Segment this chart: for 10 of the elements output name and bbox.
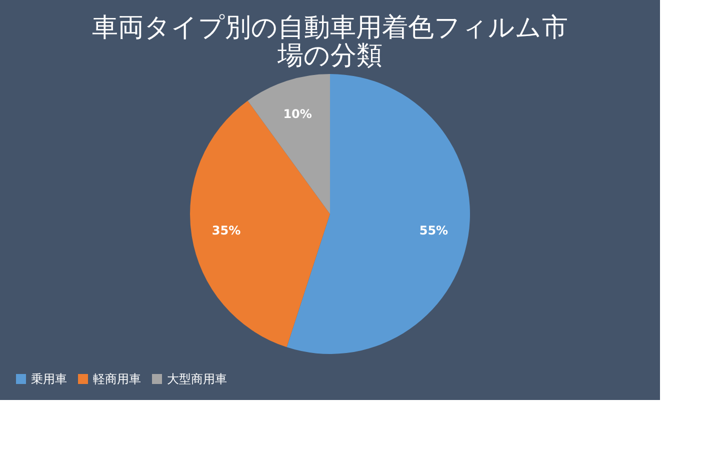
- legend-label: 乗用車: [31, 372, 67, 386]
- data-label: 55%: [419, 223, 448, 238]
- data-label: 10%: [283, 107, 312, 122]
- chart-title: 車両タイプ別の自動車用着色フィルム市場の分類: [92, 13, 568, 71]
- legend-label: 軽商用車: [93, 372, 141, 386]
- pie-slice: [190, 100, 330, 348]
- legend-label: 大型商用車: [167, 372, 227, 386]
- data-label: 35%: [212, 223, 241, 238]
- pie-slice: [286, 74, 470, 354]
- pie-slice: [248, 74, 330, 214]
